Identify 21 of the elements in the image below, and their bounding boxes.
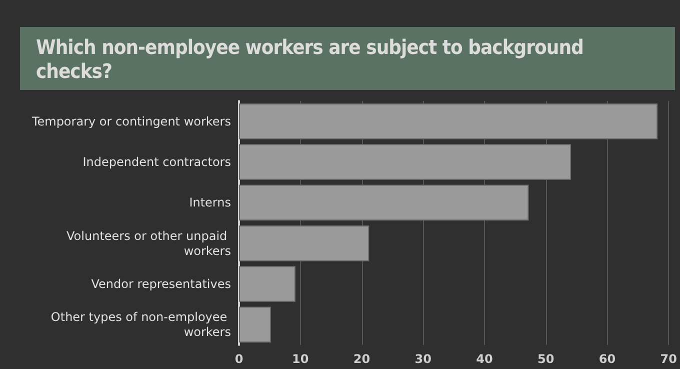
chart-title: Which non-employee workers are subject to background checks? [20,27,675,90]
bar [239,225,370,262]
y-tick-label: Temporary or contingent workers [30,114,231,128]
bar [239,306,271,343]
bar [239,266,296,302]
y-tick-label: Interns [189,196,231,210]
x-tick-label: 40 [476,352,493,366]
bar [239,144,572,180]
y-tick-label: Vendor representatives [91,277,231,291]
x-tick-label: 70 [660,352,677,366]
x-tick-label: 30 [414,352,432,366]
x-tick-label: 10 [292,352,309,366]
y-tick-label: Independent contractors [82,155,231,169]
x-tick-label: 60 [598,352,616,366]
bar [239,103,658,140]
x-tick-label: 20 [353,352,370,366]
y-tick-label: Volunteers or other unpaid workers [66,228,231,258]
y-tick-label: Other types of non-employee workers [50,310,231,340]
x-tick-label: 50 [538,352,554,366]
bar [239,184,529,221]
x-tick-label: 0 [234,352,244,366]
